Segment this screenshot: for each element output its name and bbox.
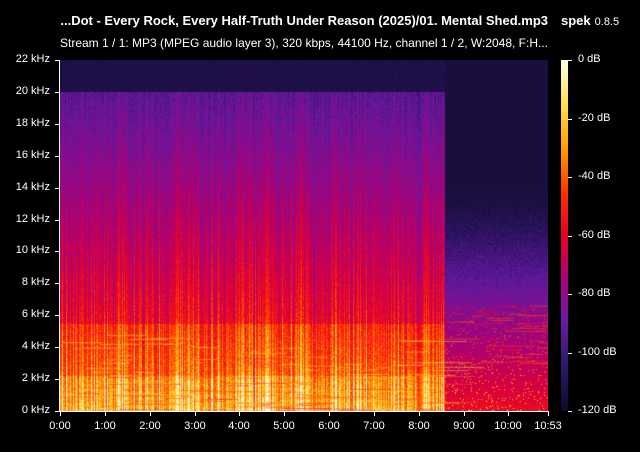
x-tick [60,411,61,416]
spectrogram-view[interactable] [60,60,548,411]
x-tick [284,411,285,416]
colorbar-label: -120 dB [578,404,617,416]
x-tick [195,411,196,416]
y-tick [55,347,59,348]
colorbar-label: -40 dB [578,170,611,182]
x-tick [150,411,151,416]
y-axis-line [59,60,60,412]
x-axis-line [59,411,549,412]
x-tick [508,411,509,416]
x-tick-label: 10:53 [534,420,562,432]
colorbar-tick [568,353,572,354]
x-tick [239,411,240,416]
colorbar-tick [568,177,572,178]
colorbar-label: -60 dB [578,229,611,241]
y-tick-label: 10 kHz [15,244,50,256]
y-tick [55,124,59,125]
x-tick-label: 4:00 [228,420,250,432]
stream-info: Stream 1 / 1: MP3 (MPEG audio layer 3), … [60,36,549,50]
colorbar-tick [568,236,572,237]
y-tick [55,379,59,380]
spectrogram-canvas [60,60,548,411]
y-tick-label: 20 kHz [15,85,50,97]
app-name-version: spek 0.8.5 [561,13,619,28]
x-tick [329,411,330,416]
colorbar-label: 0 dB [578,53,601,65]
colorbar-label: -100 dB [578,346,617,358]
colorbar-tick [568,411,572,412]
y-tick-label: 18 kHz [15,117,50,129]
y-tick [55,283,59,284]
x-tick [105,411,106,416]
colorbar-tick [568,119,572,120]
y-tick-label: 14 kHz [15,181,50,193]
y-tick-label: 2 kHz [21,372,50,384]
y-tick-label: 8 kHz [21,276,50,288]
x-tick-label: 3:00 [184,420,206,432]
x-tick-label: 0:00 [49,420,71,432]
app-name: spek [561,13,591,28]
x-tick-label: 10:00 [494,420,522,432]
y-tick-label: 12 kHz [15,213,50,225]
y-tick [55,156,59,157]
db-colorbar [561,60,568,411]
y-tick [55,315,59,316]
y-tick-label: 22 kHz [15,53,50,65]
x-tick-label: 7:00 [363,420,385,432]
x-tick-label: 9:00 [453,420,475,432]
x-tick [419,411,420,416]
y-tick-label: 4 kHz [21,340,50,352]
colorbar-tick [568,294,572,295]
x-tick-label: 2:00 [139,420,161,432]
x-tick [548,411,549,416]
x-tick [464,411,465,416]
app-version: 0.8.5 [594,16,620,28]
y-tick [55,92,59,93]
x-tick-label: 6:00 [318,420,340,432]
y-tick [55,188,59,189]
file-title: ...Dot - Every Rock, Every Half-Truth Un… [60,13,548,28]
colorbar-label: -80 dB [578,287,611,299]
colorbar-tick [568,60,572,61]
x-tick-label: 8:00 [408,420,430,432]
x-tick [374,411,375,416]
y-tick-label: 6 kHz [21,308,50,320]
y-tick [55,411,59,412]
y-tick [55,220,59,221]
y-tick [55,251,59,252]
x-tick-label: 5:00 [273,420,295,432]
y-tick-label: 16 kHz [15,149,50,161]
y-tick-label: 0 kHz [21,404,50,416]
y-tick [55,60,59,61]
x-tick-label: 1:00 [94,420,116,432]
colorbar-label: -20 dB [578,112,611,124]
